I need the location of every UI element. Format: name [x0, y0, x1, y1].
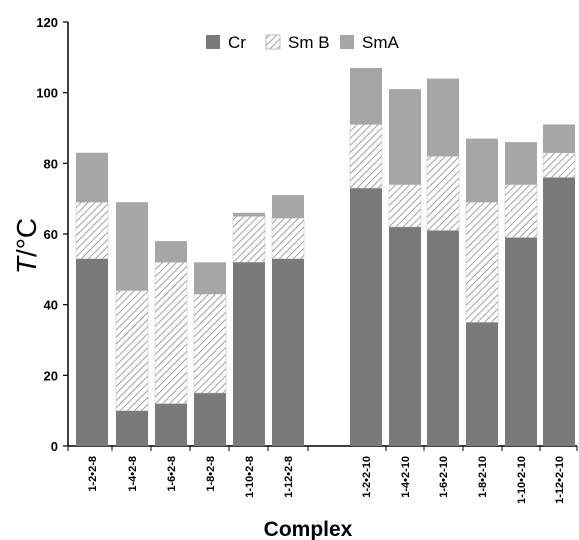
bar-segment-cr — [427, 230, 459, 446]
bar-segment-cr — [194, 393, 226, 446]
bar-segment-sm-b — [154, 262, 188, 404]
x-tick-label: 1-4•2-8 — [127, 456, 139, 492]
y-tick-label: 40 — [44, 298, 58, 313]
x-axis-label: Complex — [264, 518, 353, 540]
bar-segment-cr — [505, 237, 537, 446]
x-tick-label: 1-4•2-10 — [400, 456, 412, 498]
bar-segment-cr — [350, 188, 382, 447]
legend-swatch-sma — [340, 35, 354, 49]
bar-segment-sma — [155, 241, 187, 263]
y-tick-label: 120 — [36, 15, 58, 30]
legend-label: Cr — [228, 33, 246, 52]
bar-segment-sma — [116, 202, 148, 291]
y-tick-label: 0 — [51, 439, 58, 454]
bar-segment-sm-b — [193, 293, 227, 394]
x-tick-label: 1-12•2-10 — [554, 456, 566, 504]
bar-segment-sma — [233, 212, 265, 217]
bar-segment-cr — [466, 322, 498, 446]
bar-segment-sm-b — [388, 184, 422, 228]
x-tick-label: 1-12•2-8 — [283, 456, 295, 498]
bar-segment-sm-b — [75, 201, 109, 259]
x-tick-label: 1-2•2-10 — [361, 456, 373, 498]
bar-segment-sma — [194, 262, 226, 295]
legend-label: SmA — [362, 33, 400, 52]
x-tick-label: 1-10•2-10 — [516, 456, 528, 504]
legend: Cr Sm B SmA — [206, 33, 400, 52]
bar-segment-sm-b — [271, 217, 305, 259]
y-tick-label: 80 — [44, 156, 58, 171]
bar-segment-sma — [505, 142, 537, 185]
x-tick-label: 1-8•2-10 — [477, 456, 489, 498]
tick-labels: 0 20 40 60 80 100 120 1-2•2-8 1-4•2-8 1-6•2-8 1-8•… — [36, 15, 566, 504]
bars — [75, 67, 576, 447]
bar-segment-sm-b — [115, 290, 149, 411]
bar-segment-sm-b — [426, 156, 460, 231]
legend-label: Sm B — [288, 33, 330, 52]
x-tick-label: 1-2•2-8 — [87, 456, 99, 492]
bar-segment-cr — [155, 403, 187, 446]
bar-segment-sm-b — [504, 184, 538, 238]
bar-segment-cr — [389, 226, 421, 446]
bar-segment-sm-b — [232, 216, 266, 263]
bar-segment-cr — [116, 410, 148, 446]
bar-segment-sma — [350, 67, 382, 125]
bar-segment-sma — [389, 89, 421, 185]
bar-segment-cr — [76, 258, 108, 446]
bar-segment-sma — [543, 124, 575, 153]
x-tick-label: 1-8•2-8 — [205, 456, 217, 492]
y-tick-label: 60 — [44, 227, 58, 242]
bar-segment-sma — [466, 138, 498, 203]
legend-swatch-cr — [206, 35, 220, 49]
bar-segment-cr — [543, 177, 575, 446]
x-tick-label: 1-6•2-8 — [166, 456, 178, 492]
bar-segment-sma — [427, 78, 459, 157]
x-tick-label: 1-10•2-8 — [244, 456, 256, 498]
x-tick-label: 1-6•2-10 — [438, 456, 450, 498]
bar-segment-sm-b — [542, 152, 576, 178]
y-tick-label: 100 — [36, 86, 58, 101]
bar-segment-cr — [233, 262, 265, 446]
y-axis-label-symbol: T — [11, 255, 42, 274]
y-axis-label: T/°C — [11, 218, 42, 274]
legend-swatch-sm-b — [265, 34, 281, 50]
bar-segment-sm-b — [349, 124, 383, 189]
bar-segment-sma — [76, 152, 108, 203]
bar-segment-cr — [272, 258, 304, 446]
bar-segment-sm-b — [465, 201, 499, 323]
y-tick-label: 20 — [44, 368, 58, 383]
y-axis-label-unit: /°C — [11, 218, 42, 257]
bar-segment-sma — [272, 195, 304, 219]
